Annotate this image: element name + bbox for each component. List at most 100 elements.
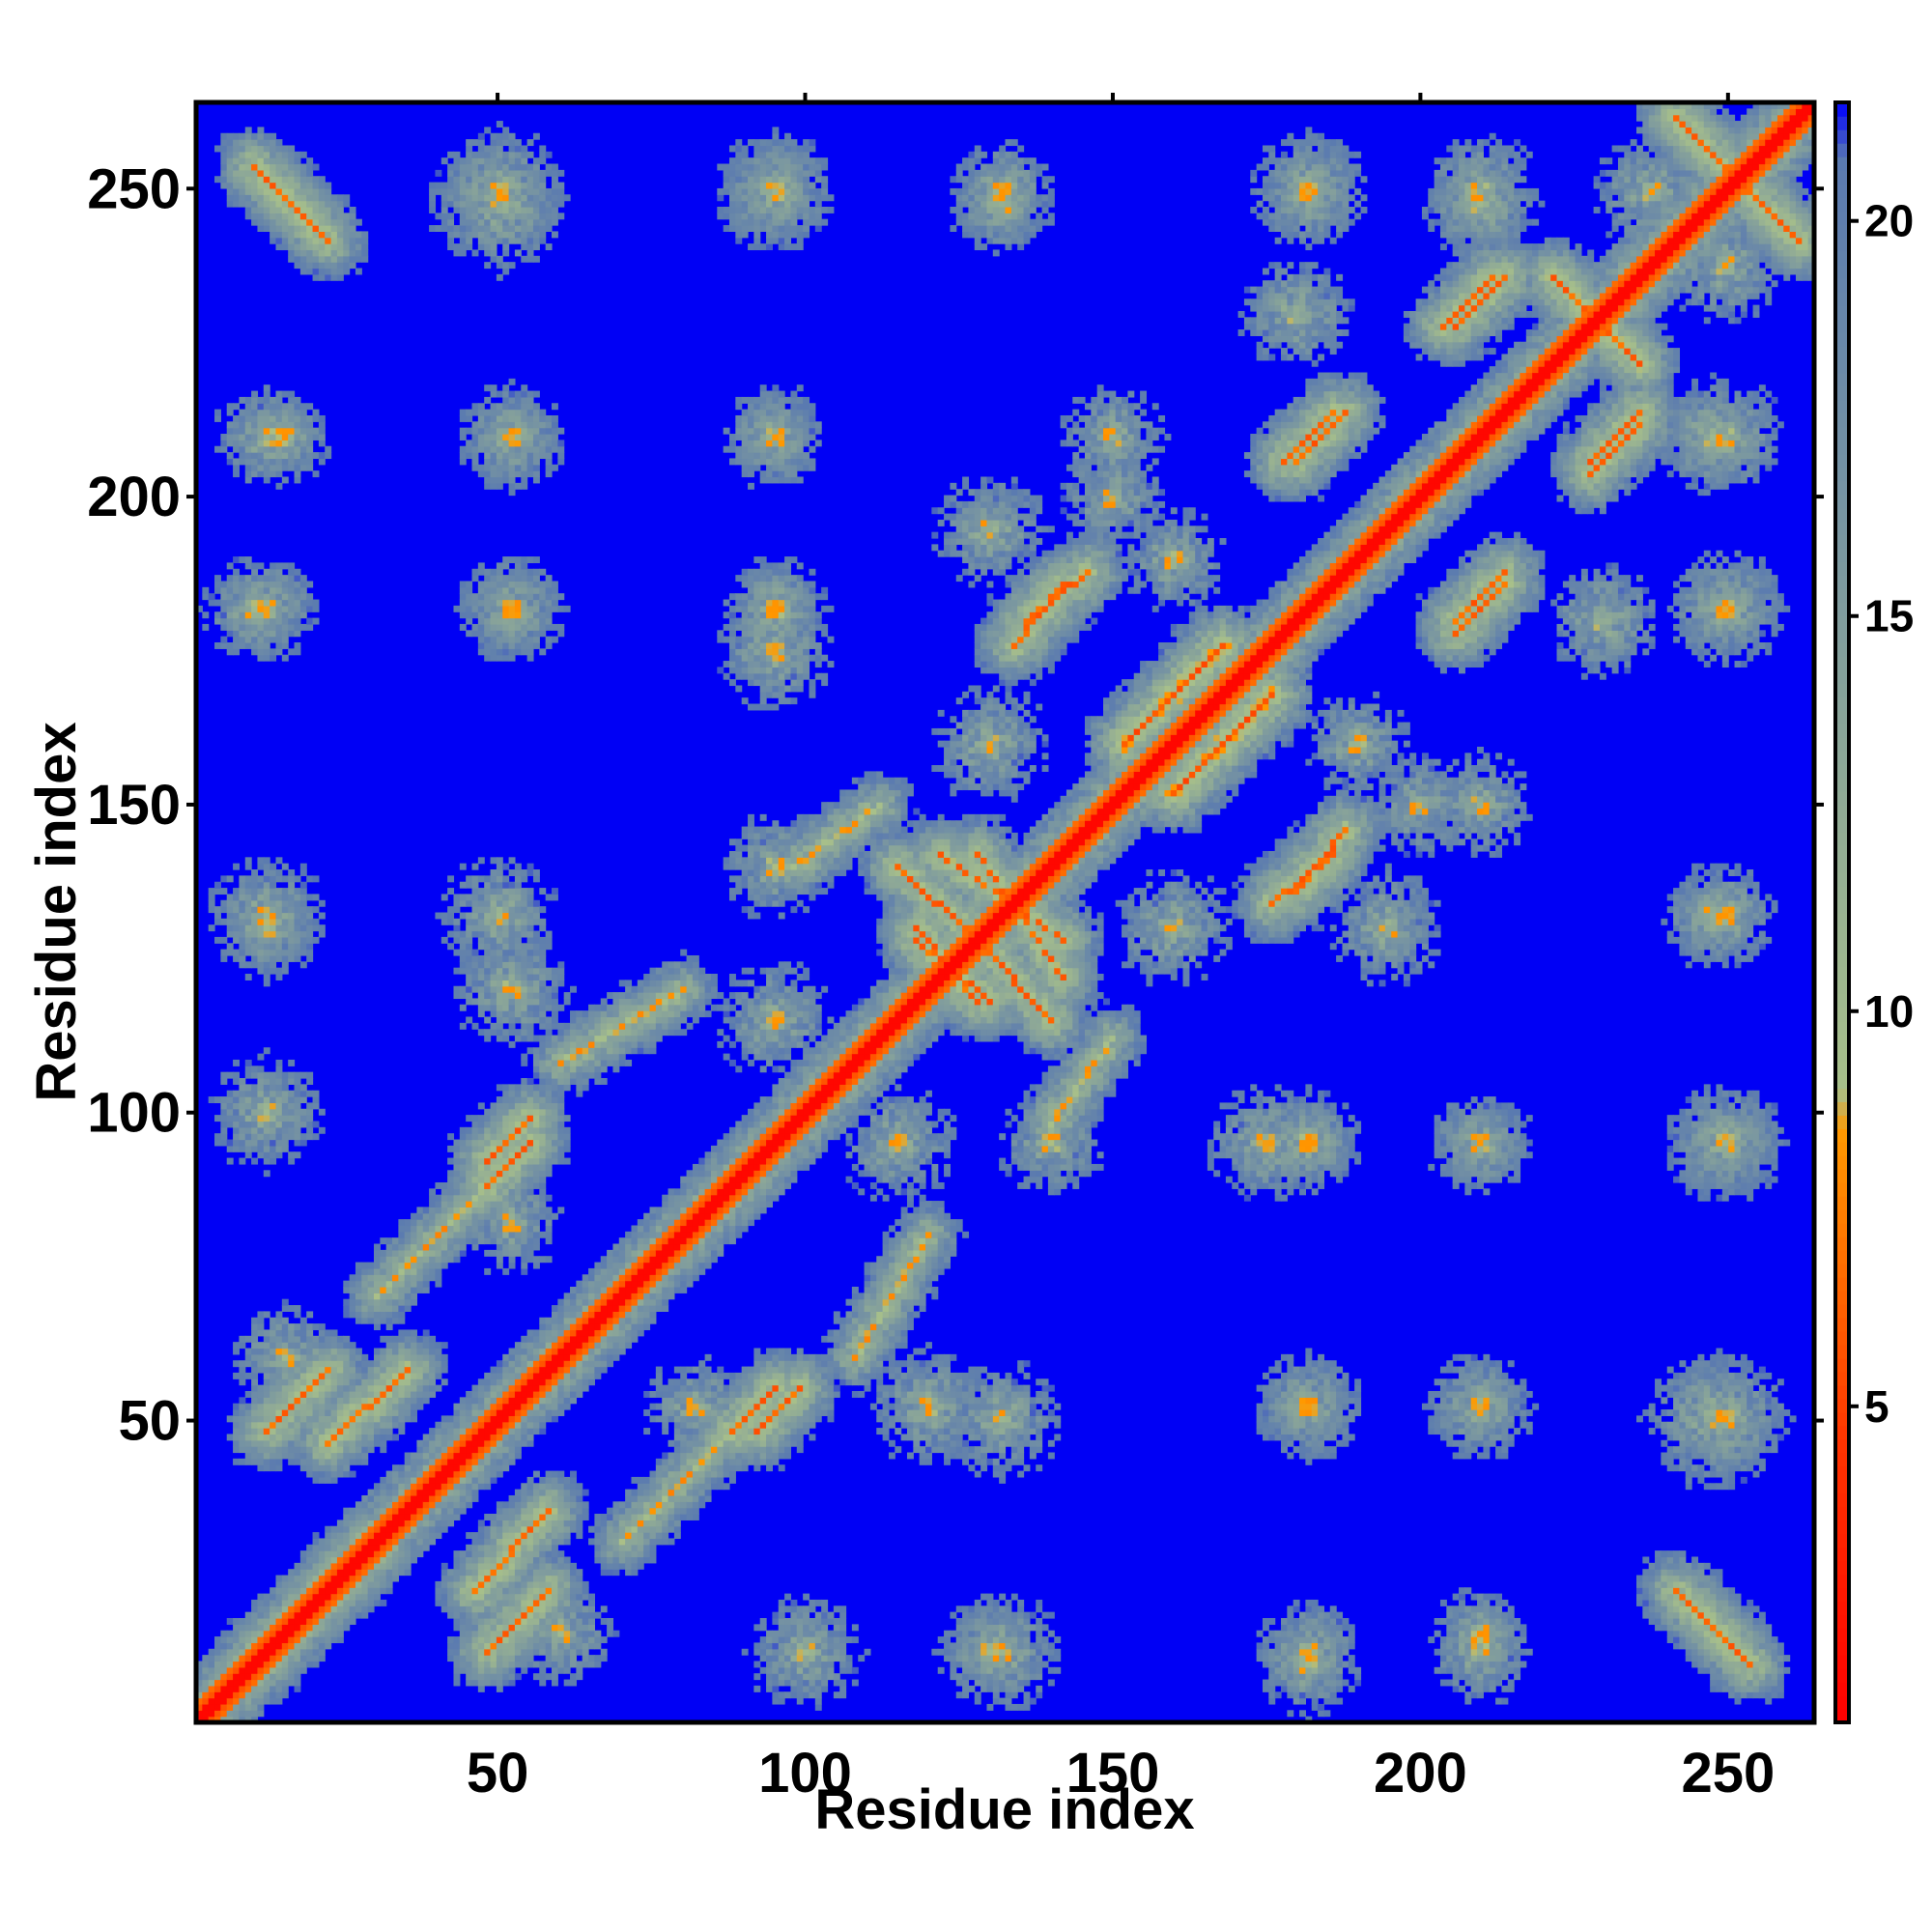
heatmap-cell [514,1550,522,1558]
heatmap-cell [281,961,289,969]
heatmap-cell [508,1022,516,1030]
heatmap-cell [257,967,265,975]
heatmap-cell [526,1176,534,1183]
heatmap-cell [422,1348,430,1355]
heatmap-cell [459,1170,467,1178]
heatmap-cell [496,482,503,490]
heatmap-cell [349,1434,356,1441]
heatmap-cell [440,1470,448,1478]
heatmap-cell [435,1256,442,1264]
heatmap-cell [502,421,510,429]
heatmap-cell [367,1293,375,1300]
heatmap-cell [263,1145,270,1152]
heatmap-cell [294,1403,301,1410]
heatmap-cell [521,414,528,422]
heatmap-cell [532,445,540,453]
heatmap-cell [275,194,283,202]
heatmap-cell [336,1335,344,1343]
heatmap-cell [484,636,492,643]
heatmap-cell [477,132,485,140]
heatmap-cell [374,1360,381,1368]
heatmap-cell [318,1544,326,1551]
heatmap-cell [539,1201,547,1208]
heatmap-cell [288,218,296,226]
heatmap-cell [355,1611,362,1619]
heatmap-cell [514,1372,522,1379]
heatmap-cell [484,1599,492,1606]
heatmap-cell [477,623,485,631]
heatmap-cell [281,575,289,582]
heatmap-cell [325,262,332,270]
heatmap-cell [490,1231,497,1238]
heatmap-cell [453,1207,461,1214]
heatmap-cell [521,1409,528,1416]
heatmap-cell [514,1237,522,1245]
heatmap-cell [361,1415,369,1423]
heatmap-cell [416,1225,424,1233]
heatmap-cell [226,1121,234,1128]
heatmap-cell [361,1593,369,1601]
heatmap-cell [306,918,314,925]
heatmap-cell [514,1084,522,1092]
heatmap-cell [220,611,228,619]
heatmap-cell [294,445,301,453]
heatmap-cell [208,1655,215,1662]
heatmap-cell [270,1452,277,1460]
heatmap-cell [233,918,241,925]
heatmap-cell [502,918,510,925]
heatmap-cell [325,249,332,257]
heatmap-cell [490,992,497,1000]
heatmap-cell [490,1618,497,1625]
heatmap-cell [471,1636,479,1644]
heatmap-cell [214,1096,221,1104]
heatmap-cell [526,980,534,987]
heatmap-cell [453,194,461,202]
heatmap-cell [521,1348,528,1355]
heatmap-cell [294,1342,301,1350]
heatmap-cell [349,218,356,226]
heatmap-cell [422,1286,430,1293]
heatmap-cell [299,1428,307,1435]
heatmap-cell [447,243,455,251]
heatmap-cell [385,1274,393,1282]
heatmap-cell [257,1071,265,1079]
heatmap-cell [453,906,461,914]
heatmap-cell [440,1219,448,1227]
heatmap-cell [496,132,503,140]
heatmap-cell [508,1532,516,1540]
heatmap-cell [318,1538,326,1546]
heatmap-cell [288,440,296,447]
heatmap-cell [349,1390,356,1398]
heatmap-cell [275,1065,283,1073]
heatmap-cell [496,967,503,975]
heatmap-cell [539,1182,547,1189]
heatmap-cell [306,1348,314,1355]
heatmap-cell [312,924,320,932]
heatmap-cell [514,949,522,956]
heatmap-cell [270,139,277,147]
heatmap-cell [508,1145,516,1152]
heatmap-cell [275,1618,283,1625]
heatmap-cell [336,231,344,239]
heatmap-cell [496,476,503,484]
heatmap-cell [532,1126,540,1134]
heatmap-cell [471,1207,479,1214]
heatmap-cell [422,1329,430,1337]
heatmap-cell [484,1428,492,1435]
heatmap-cell [299,1666,307,1674]
heatmap-cell [251,1329,259,1337]
heatmap-cell [367,1390,375,1398]
heatmap-cell [429,1525,437,1533]
heatmap-cell [459,1139,467,1147]
heatmap-cell [459,1231,467,1238]
heatmap-cell [202,1679,210,1687]
heatmap-cell [514,1139,522,1147]
heatmap-cell [244,899,252,907]
heatmap-cell [502,476,510,484]
heatmap-cell [459,1569,467,1577]
heatmap-cell [429,1520,437,1527]
heatmap-cell [374,1390,381,1398]
heatmap-cell [336,1624,344,1632]
heatmap-cell [440,1520,448,1527]
heatmap-cell [392,1514,399,1520]
